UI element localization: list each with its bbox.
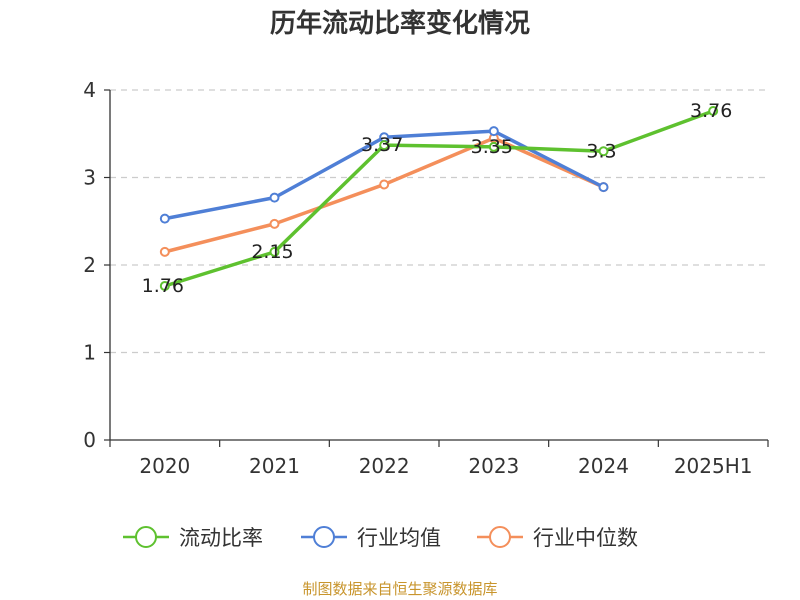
legend-item: 行业均值 — [301, 526, 441, 550]
data-label: 3.35 — [471, 136, 513, 158]
data-label: 3.76 — [690, 100, 732, 122]
data-point — [269, 218, 280, 229]
y-tick-label: 1 — [83, 341, 96, 365]
data-label: 1.76 — [142, 275, 184, 297]
data-point — [708, 106, 719, 116]
data-point — [379, 140, 390, 151]
data-label: 3.37 — [361, 134, 403, 156]
data-point — [269, 246, 280, 257]
axes: 0 1 2 3 4 2020 2021 2022 2023 2024 2025H1 — [83, 78, 769, 478]
legend-marker — [489, 526, 511, 548]
x-tick-label: 2023 — [468, 454, 519, 478]
legend-item: 行业中位数 — [477, 526, 638, 550]
y-tick-label: 2 — [83, 253, 96, 277]
x-tick-label: 2020 — [139, 454, 190, 478]
data-point — [159, 281, 170, 291]
data-point — [269, 192, 280, 203]
data-label: 2.15 — [251, 241, 293, 263]
y-tick-label: 0 — [83, 428, 96, 452]
data-point — [159, 213, 170, 224]
x-tick-label: 2025H1 — [674, 454, 753, 478]
x-tick-label: 2022 — [359, 454, 410, 478]
legend-marker — [313, 526, 335, 548]
data-point — [598, 146, 609, 157]
legend-item: 流动比率 — [123, 526, 263, 550]
legend-label: 流动比率 — [179, 526, 263, 550]
y-tick-label: 4 — [83, 78, 96, 102]
legend-label: 行业中位数 — [533, 526, 638, 550]
chart-title: 历年流动比率变化情况 — [270, 8, 530, 39]
legend-label: 行业均值 — [357, 526, 441, 550]
data-point — [488, 126, 499, 137]
y-tick-label: 3 — [83, 166, 96, 190]
data-point — [488, 141, 499, 152]
data-point — [598, 182, 609, 193]
x-tick-label: 2021 — [249, 454, 300, 478]
source-note: 制图数据来自恒生聚源数据库 — [302, 580, 497, 598]
legend: 流动比率 行业均值 行业中位数 — [123, 526, 638, 550]
data-labels: 1.76 2.15 3.37 3.35 3.3 3.76 — [142, 100, 733, 297]
series-line — [163, 109, 715, 288]
grid — [110, 89, 768, 354]
data-label: 3.3 — [586, 140, 616, 162]
data-point — [159, 246, 170, 257]
x-tick-label: 2024 — [578, 454, 629, 478]
series-group — [159, 106, 719, 291]
legend-marker — [135, 526, 157, 548]
data-point — [379, 179, 390, 190]
